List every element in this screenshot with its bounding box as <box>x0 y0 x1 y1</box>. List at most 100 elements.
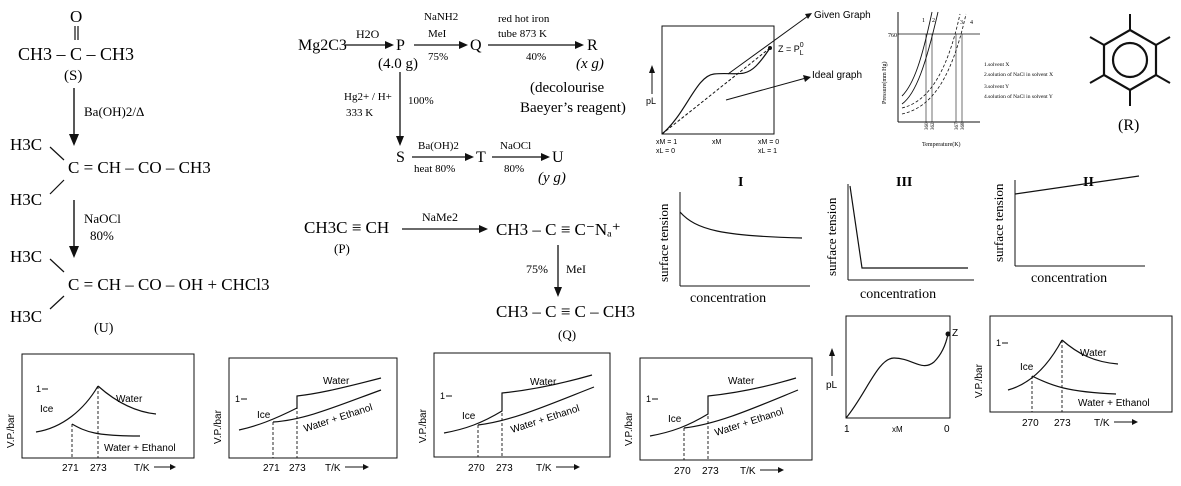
mg2c3-formula: Mg2C3 <box>298 37 347 54</box>
reaction-scheme-propyne: CH3C ≡ CH (P) NaMe2 CH3 – C ≡ C⁻Nₐ⁺ 75% … <box>290 205 650 350</box>
y-tick-one: 1 <box>996 338 1001 348</box>
y-axis-label: pL <box>646 96 656 106</box>
r-mass: (x g) <box>576 56 604 72</box>
y-axis-label: surface tension <box>991 183 1006 262</box>
benzene-svg: (R) <box>1089 14 1171 134</box>
reagent-heat: heat 80% <box>414 163 455 175</box>
x-tick-left: 1 <box>844 424 850 435</box>
y-tick-one: 1 <box>440 391 445 401</box>
plot-frame <box>845 315 951 419</box>
reagent-iron-tube: red hot iron <box>498 13 550 25</box>
arrowhead <box>574 464 580 470</box>
baeyer-note: Baeyer’s reagent) <box>520 100 626 116</box>
ice-water-curve <box>238 377 382 431</box>
phase6-svg: V.P./bar 1 Ice Water Water + Ethanol 270… <box>974 315 1173 429</box>
pointer-line <box>725 77 807 101</box>
x-tick: 368 <box>961 122 966 130</box>
reagent-baoh2: Ba(OH)2/Δ <box>84 104 144 119</box>
mix-label: Water + Ethanol <box>303 402 375 435</box>
scheme3-svg: CH3C ≡ CH (P) NaMe2 CH3 – C ≡ C⁻Nₐ⁺ 75% … <box>304 210 635 342</box>
plot-frame <box>661 25 775 135</box>
surface-tension-graph-ii: II surface tension concentration <box>985 170 1181 290</box>
reaction-scheme-mg2c3: Mg2C3 H2O P (4.0 g) NaNH2 MeI 75% Q red … <box>290 0 640 200</box>
x-axis-label: T/K <box>536 463 552 474</box>
ice-label: Ice <box>462 411 476 422</box>
curve-label: 2 <box>932 18 935 24</box>
methyl-bond <box>1155 36 1171 46</box>
plot-frame <box>989 315 1173 413</box>
surface-tension-graph-i: I surface tension concentration <box>652 170 817 310</box>
methyl-bond <box>1089 36 1105 46</box>
arrowhead <box>465 153 474 161</box>
mesityl-oxide-chain: C = CH – CO – CH3 <box>68 158 211 177</box>
mix-curve <box>683 389 799 429</box>
arrowhead <box>803 75 811 82</box>
ice-curve <box>35 385 99 433</box>
yield-label: 100% <box>408 95 434 107</box>
arrowhead <box>829 348 835 356</box>
plot-frame <box>228 357 398 459</box>
y-760: 760 <box>888 33 897 39</box>
surface-tension-graph-iii: III surface tension concentration <box>818 170 980 310</box>
legend-item: 2.solution of NaCl in solvent X <box>984 71 1053 78</box>
x-axis-label: T/K <box>325 463 341 474</box>
ice-label: Ice <box>40 404 54 415</box>
temp-graph-svg: 760 Pressure(mm Hg) 1 2 3 4 360 362 367 … <box>881 11 1053 148</box>
mix-curve <box>272 389 382 423</box>
tension-line <box>1014 175 1140 195</box>
x-tick: 360 <box>925 122 930 130</box>
compound-u: U <box>552 149 564 166</box>
hexamethylbenzene-structure: (R) <box>1080 4 1180 164</box>
mix-label: Water + Ethanol <box>510 403 582 436</box>
y-axis-label: surface tension <box>656 203 671 282</box>
curve-label: 3 <box>960 20 963 26</box>
y-tick-one: 1 <box>646 394 651 404</box>
ice-water-curve <box>443 374 593 434</box>
methyl-group: H3C <box>10 307 42 326</box>
x-tick-left-a: xM = 1 <box>656 139 677 146</box>
tension-iii-svg: III surface tension concentration <box>824 175 974 302</box>
compound-u-label: (U) <box>94 321 114 336</box>
ice-label: Ice <box>668 414 682 425</box>
x-tick: 271 <box>263 463 280 474</box>
arrowhead <box>575 41 584 49</box>
x-tick: 273 <box>289 463 306 474</box>
reagent-mei: MeI <box>428 28 447 40</box>
phase1-svg: V.P./bar 1 Ice Water Water + Ethanol 271… <box>6 353 195 474</box>
reagent-nanh2: NaNH2 <box>424 11 458 23</box>
x-tick-left-b: xL = 0 <box>656 148 675 155</box>
mix-label: Water + Ethanol <box>1078 398 1150 409</box>
compound-s-label: (S) <box>64 68 82 84</box>
bond-line <box>49 258 65 273</box>
graph-title: II <box>1083 175 1094 190</box>
point-z <box>768 46 772 50</box>
given-graph-label: Given Graph <box>814 10 871 21</box>
scheme1-svg: O CH3 – C – CH3 (S) Ba(OH)2/Δ H3C C = CH… <box>10 7 269 336</box>
pointer-line <box>727 15 809 75</box>
mix-curve <box>477 386 595 426</box>
x-tick: 270 <box>468 463 485 474</box>
y-axis-label: surface tension <box>824 197 839 276</box>
aromatic-circle <box>1111 41 1149 79</box>
y-axis-label: V.P./bar <box>624 411 635 446</box>
x-tick-right-a: xM = 0 <box>758 139 779 146</box>
y-axis-label: pL <box>826 380 838 391</box>
y-axis-label: V.P./bar <box>974 363 985 398</box>
y-axis-label: V.P./bar <box>418 408 429 443</box>
x-tick-right-b: xL = 1 <box>758 148 777 155</box>
point-z <box>945 331 951 337</box>
x-tick-mid: xM <box>892 425 903 434</box>
y-axis-label: V.P./bar <box>6 413 17 448</box>
small-vp-svg: pL Z 1 xM 0 <box>826 315 958 435</box>
acetylide-formula: CH3 – C ≡ C⁻Nₐ⁺ <box>496 220 621 239</box>
reagent-name2: NaMe2 <box>422 210 458 224</box>
x-tick: 367 <box>955 122 960 130</box>
compound-r: R <box>587 37 598 54</box>
p-mass: (4.0 g) <box>378 56 418 72</box>
ice-label: Ice <box>257 410 271 421</box>
x-axis-label: concentration <box>860 287 936 302</box>
reagent-hg: Hg2+ / H+ <box>344 91 392 103</box>
water-label: Water <box>1080 348 1107 359</box>
arrowhead <box>385 41 394 49</box>
tension-i-svg: I surface tension concentration <box>656 175 810 306</box>
